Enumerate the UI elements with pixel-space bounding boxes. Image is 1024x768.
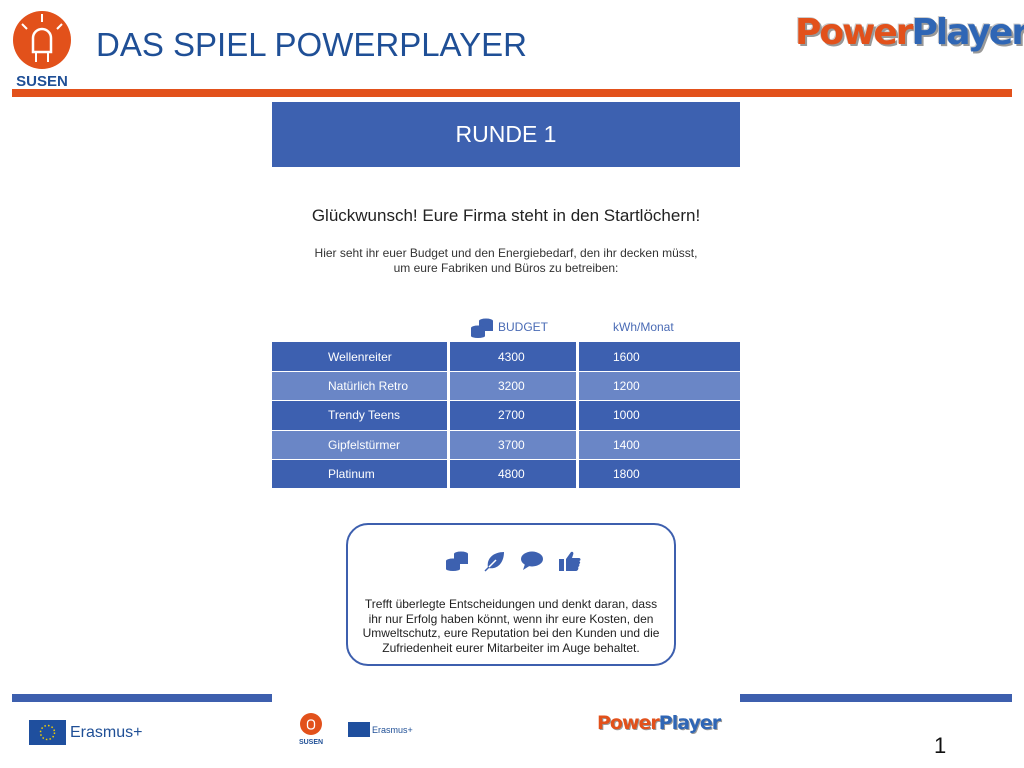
header-divider bbox=[12, 89, 1012, 97]
budget-table: Wellenreiter 4300 1600 Natürlich Retro 3200… bbox=[272, 342, 740, 488]
powerplayer-logo-small: PowerPlayer bbox=[597, 712, 721, 734]
intro-text: Hier seht ihr euer Budget und den Energi… bbox=[314, 246, 698, 275]
coins-icon bbox=[446, 551, 468, 571]
tip-box bbox=[346, 523, 676, 666]
footer-divider-right bbox=[740, 694, 1012, 702]
thumbs-up-icon bbox=[559, 551, 581, 571]
speech-bubble-icon bbox=[521, 551, 543, 570]
round-title: RUNDE 1 bbox=[272, 102, 740, 167]
eu-flag-icon bbox=[348, 722, 370, 737]
company-name: Gipfelstürmer bbox=[272, 429, 447, 459]
svg-text:SUSEN: SUSEN bbox=[16, 73, 68, 90]
footer-divider-left bbox=[12, 694, 272, 702]
svg-text:SUSEN: SUSEN bbox=[299, 739, 323, 746]
powerplayer-logo: PowerPlayer bbox=[795, 12, 1024, 53]
coins-icon bbox=[471, 318, 493, 338]
company-name: Natürlich Retro bbox=[272, 371, 447, 401]
kwh-value: 1600 bbox=[579, 342, 740, 372]
kwh-value: 1000 bbox=[579, 400, 740, 430]
table-row: Platinum 4800 1800 bbox=[272, 458, 740, 488]
leaf-icon bbox=[484, 552, 504, 572]
kwh-value: 1200 bbox=[579, 371, 740, 401]
page-number: 1 bbox=[934, 733, 947, 758]
susen-logo-small: SUSEN bbox=[299, 713, 323, 746]
table-row: Wellenreiter 4300 1600 bbox=[272, 342, 740, 372]
kwh-value: 1400 bbox=[579, 429, 740, 459]
company-name: Wellenreiter bbox=[272, 342, 447, 372]
erasmus-logo-small: Erasmus+ bbox=[348, 722, 413, 737]
susen-logo: SUSEN bbox=[13, 11, 71, 90]
page-title: DAS SPIEL POWERPLAYER bbox=[96, 26, 527, 63]
table-row: Trendy Teens 2700 1000 bbox=[272, 400, 740, 430]
headline: Glückwunsch! Eure Firma steht in den Sta… bbox=[311, 206, 701, 225]
tip-icons bbox=[446, 550, 582, 572]
budget-value: 2700 bbox=[450, 400, 576, 430]
eu-flag-icon bbox=[29, 720, 66, 745]
column-header-kwh: kWh/Monat bbox=[613, 320, 674, 334]
budget-value: 4800 bbox=[450, 458, 576, 488]
tip-text: Trefft überlegte Entscheidungen und denk… bbox=[362, 597, 660, 655]
erasmus-logo: Erasmus+ bbox=[29, 720, 142, 745]
kwh-value: 1800 bbox=[579, 458, 740, 488]
company-name: Trendy Teens bbox=[272, 400, 447, 430]
budget-value: 3200 bbox=[450, 371, 576, 401]
company-name: Platinum bbox=[272, 458, 447, 488]
table-row: Gipfelstürmer 3700 1400 bbox=[272, 429, 740, 459]
table-row: Natürlich Retro 3200 1200 bbox=[272, 371, 740, 401]
budget-value: 4300 bbox=[450, 342, 576, 372]
column-header-budget: BUDGET bbox=[498, 320, 549, 334]
budget-value: 3700 bbox=[450, 429, 576, 459]
